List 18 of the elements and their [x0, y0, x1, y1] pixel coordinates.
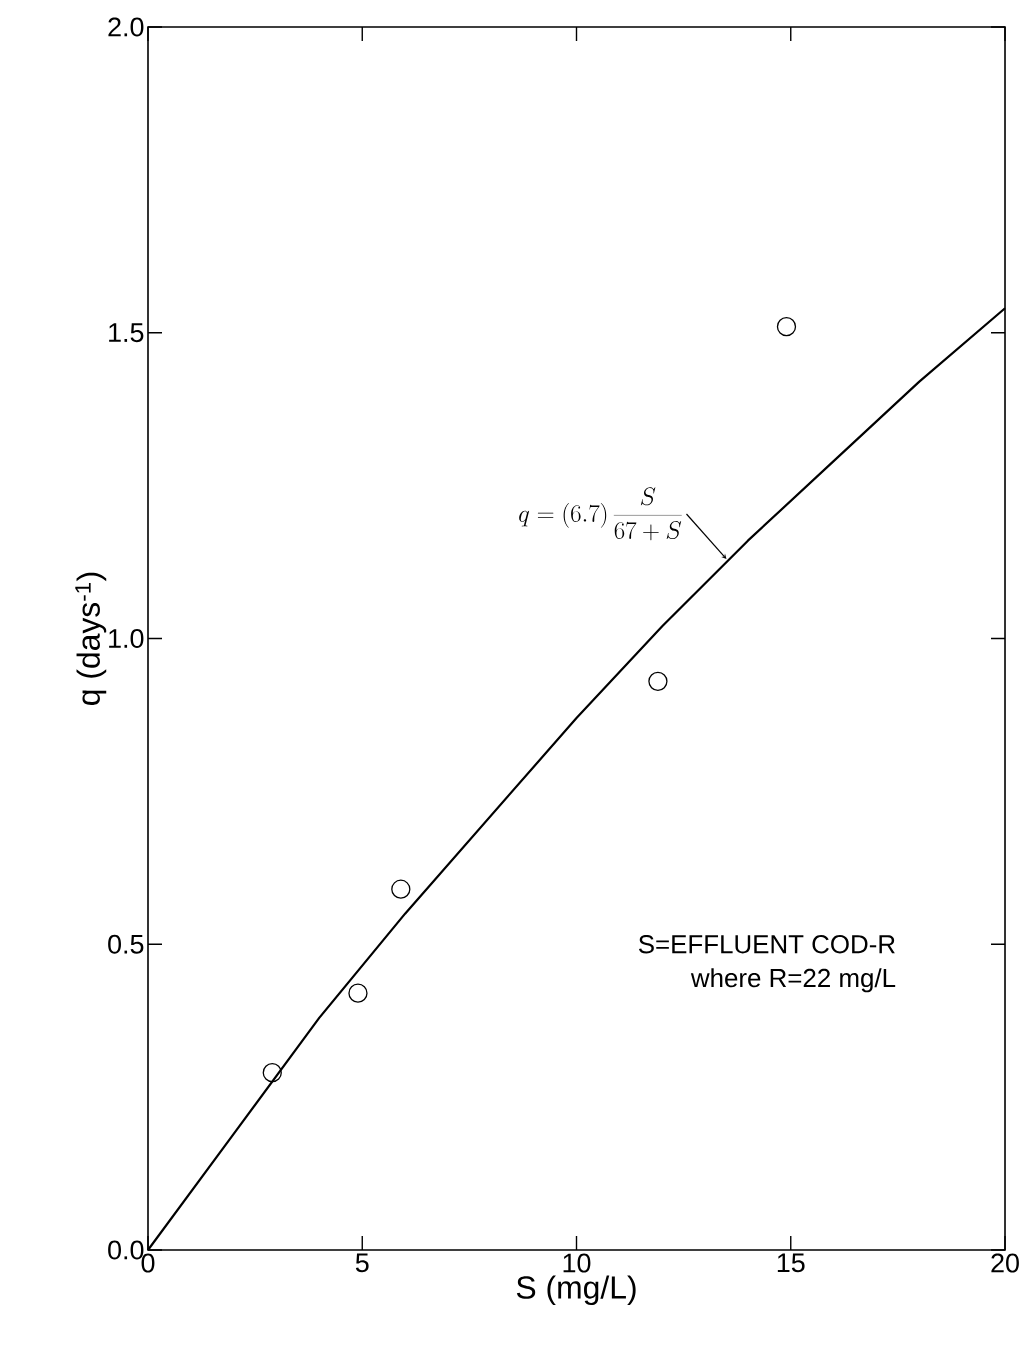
- annotation: S=EFFLUENT COD-R: [638, 935, 895, 954]
- x-tick-label: 10: [563, 1253, 591, 1273]
- point: [262, 1063, 282, 1083]
- x-tick-label: 15: [777, 1253, 805, 1273]
- point: [648, 671, 668, 691]
- x-tick-label: 5: [355, 1253, 369, 1273]
- y-tick-label: 0.5: [108, 934, 144, 954]
- annotation: $q=(6.7)\,\frac{S}{67+S}$: [519, 487, 682, 541]
- point: [391, 879, 411, 899]
- x-tick-label: 20: [991, 1253, 1019, 1273]
- point: [348, 983, 368, 1003]
- y-axis-title: q (days$^{-1}$): [75, 572, 107, 705]
- y-tick-label: 1.5: [109, 323, 144, 343]
- point: [776, 316, 797, 337]
- x-axis-title: S (mg/L): [516, 1275, 636, 1306]
- y-tick-label: 1.0: [109, 628, 144, 649]
- y-tick-label: 2.0: [108, 17, 144, 37]
- annotation: where R=22 mg/L: [690, 968, 896, 993]
